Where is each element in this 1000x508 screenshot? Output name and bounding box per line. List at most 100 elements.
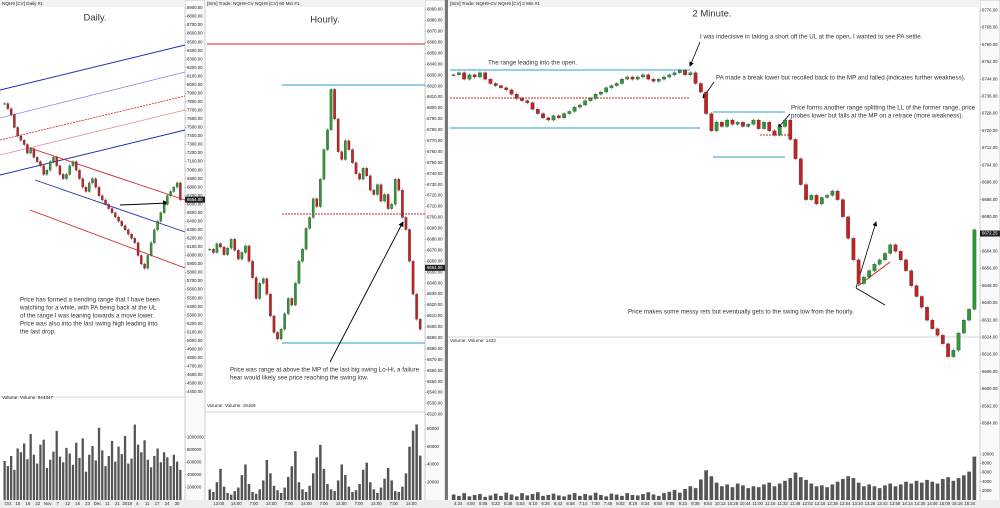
y-tick-label: 8900.00 [187,5,203,10]
candle [13,114,16,128]
volume-bar [65,447,68,500]
y-tick-label: 6744.00 [982,76,998,81]
volume-bar [208,489,212,500]
candle [709,113,714,131]
annotation: Price has formed a trending range that I… [20,297,160,304]
volume-bar [451,494,456,500]
volume-tick-label: 600000 [187,459,202,464]
volume-bar [94,460,97,500]
candle [311,198,315,218]
y-tick-label: 7600.00 [187,116,203,121]
candle [514,94,519,99]
volume-bar [71,464,75,500]
x-tick-label: 12:02 [802,501,813,506]
volume-bar [358,484,361,500]
y-tick-label: 8100.00 [187,73,203,78]
volume-bar [212,492,215,500]
volume-bar [856,482,861,500]
candle [120,221,123,226]
volume-tick-label: 20000 [427,479,440,484]
last-price-label: 6654.00 [427,265,443,270]
volume-bar [767,482,772,500]
volume-tick-label: 10000 [982,451,995,456]
x-tick-label: 10:12 [715,501,726,506]
volume-bar [609,493,614,500]
candle [667,74,672,78]
volume-bar [308,485,311,500]
volume-bar [509,494,514,500]
y-tick-label: 8800.00 [187,14,203,19]
volume-bar [19,452,23,500]
volume-bar [418,455,422,500]
candle [304,228,308,250]
candle [777,126,782,136]
mid-line [0,95,186,141]
candle [101,195,104,201]
candle [635,76,640,80]
candle [756,119,761,129]
candle [75,161,78,171]
candle [578,104,582,108]
volume-bar [247,484,251,500]
range-line [29,147,186,201]
volume-bar [97,427,101,500]
y-tick-label: 6500.00 [187,210,203,215]
volume-bar [656,495,661,500]
candle [351,149,354,163]
volume-bar [935,483,940,500]
volume-bar [415,424,418,500]
candle [530,102,535,110]
volume-bar [219,468,222,500]
x-tick-label: 14:00 [301,501,312,506]
candle [919,296,924,308]
y-tick-label: 8000.00 [187,82,203,87]
y-tick-label: 6600.00 [982,386,998,391]
y-tick-label: 6760.00 [427,149,443,154]
candle [222,246,226,255]
volume-bar [52,451,55,500]
volume-bar [297,482,301,500]
y-tick-label: 6776.00 [982,7,998,12]
volume-bar [136,444,140,500]
candle [762,122,766,129]
y-tick-label: 7300.00 [187,142,203,147]
x-tick-label: 5:06 [479,501,488,506]
x-tick-label: 13:42 [877,501,888,506]
y-tick-label: 6690.00 [427,226,443,231]
volume-bar [319,444,322,500]
y-tick-label: 6688.00 [982,197,998,202]
y-tick-label: 5500.00 [187,295,203,300]
volume-bar [504,492,509,500]
volume-bar [620,495,624,500]
y-tick-label: 6560.00 [427,368,443,373]
volume-bar [322,468,326,500]
channel-line [0,129,186,176]
candle [169,191,172,196]
volume-bar [140,452,143,500]
candle [344,140,347,160]
volume-bar [58,456,62,500]
volume-tick-label: 40000 [427,462,440,467]
y-tick-label: 6830.00 [427,72,443,77]
y-tick-label: 4900.00 [187,346,203,351]
x-tick-label: 14:14 [902,501,913,506]
candle [358,173,361,180]
candle [841,199,845,217]
y-tick-label: 6648.00 [982,283,998,288]
arrow [689,41,701,67]
y-tick-label: 6680.00 [427,237,443,242]
x-tick-label: 9:38 [691,501,700,506]
volume-bar [315,457,319,500]
candle [730,119,735,125]
x-tick-label: 14:30 [914,501,925,506]
volume-bar [326,484,329,500]
volume-bar [244,464,247,500]
volume-bar [499,495,503,500]
volume-bar [279,492,283,500]
y-tick-label: 6540.00 [427,390,443,395]
volume-label: Volume: Volume: 844347 [2,395,54,400]
y-tick-label: 5100.00 [187,329,203,334]
candle [714,122,719,131]
